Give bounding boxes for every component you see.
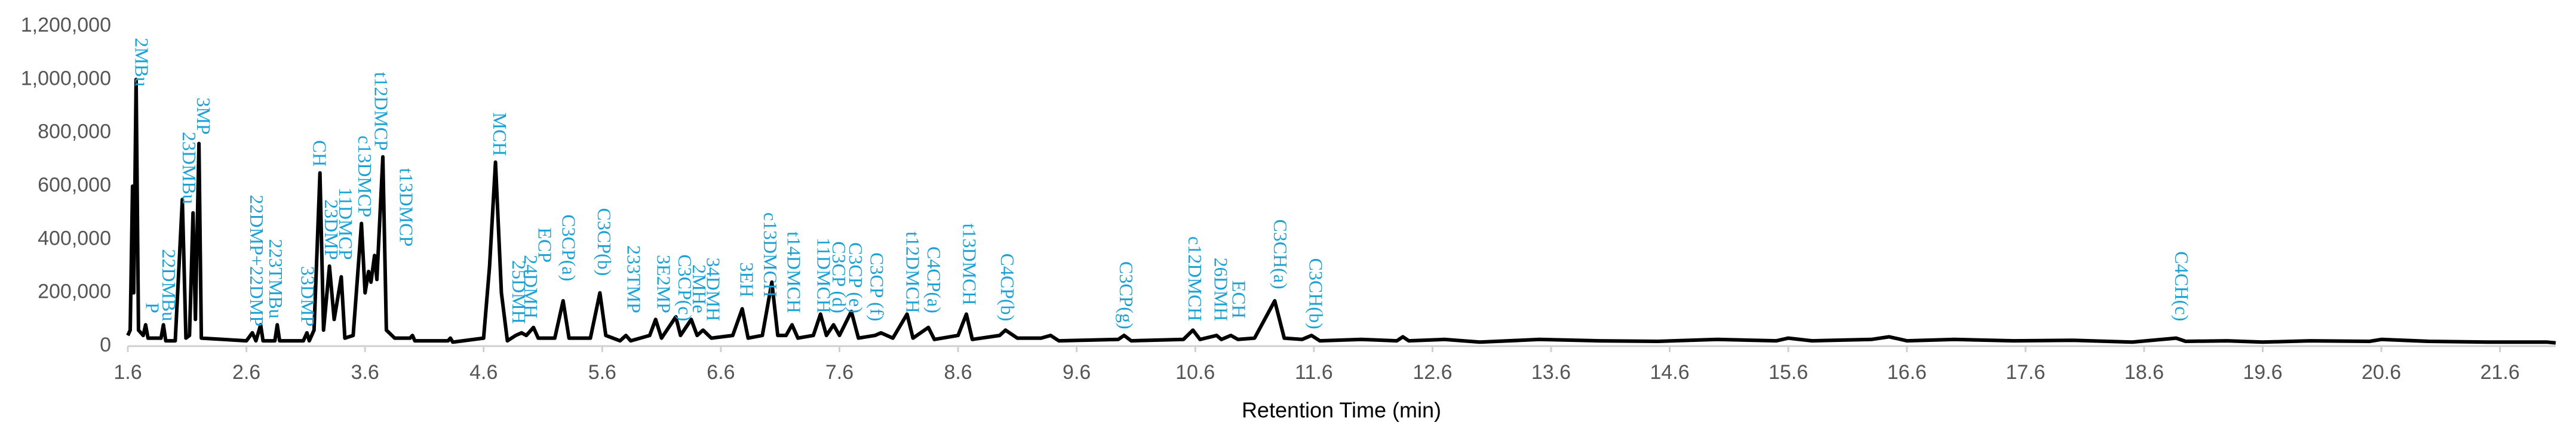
y-tick-label: 400,000 [38, 227, 111, 249]
trace-line [126, 78, 2556, 345]
peak-label: CH [309, 140, 330, 166]
peak-label: MCH [489, 112, 511, 156]
peak-label: 25DMH [508, 260, 530, 324]
peak-label: c12DMCH [1184, 236, 1206, 321]
x-tick-label: 14.6 [1650, 361, 1689, 384]
x-tick-label: 9.6 [1063, 361, 1091, 384]
peak-label: C3CH(a) [1270, 219, 1291, 289]
x-tick-label: 21.6 [2480, 361, 2520, 384]
peak-label: C4CH(c) [2171, 251, 2193, 321]
x-tick-label: 8.6 [944, 361, 972, 384]
peak-label: C4CP(b) [997, 253, 1018, 321]
peak-label: C3CP (e) [845, 242, 867, 313]
peak-label: t12DMCP [371, 72, 392, 151]
peak-label: P [142, 303, 163, 313]
peak-label: C3CH(b) [1305, 258, 1327, 329]
x-tick-label: 3.6 [351, 361, 379, 384]
peak-label: 22DMP+22DMP [246, 195, 268, 326]
x-tick-label: 12.6 [1413, 361, 1452, 384]
peak-label: t13DMCP [395, 168, 417, 247]
peak-label: C3CP(a) [558, 214, 579, 281]
x-tick-label: 13.6 [1531, 361, 1571, 384]
y-tick-label: 800,000 [38, 121, 111, 143]
peak-label: t13DMCH [959, 224, 981, 306]
x-tick-label: 18.6 [2124, 361, 2164, 384]
x-tick-label: 10.6 [1175, 361, 1215, 384]
peak-label: 34DMH [703, 258, 724, 322]
peak-label: c13DMCH [760, 212, 781, 297]
peak-label: t12DMCH [902, 232, 923, 313]
y-tick-label: 1,000,000 [21, 67, 111, 90]
x-tick-label: 6.6 [707, 361, 735, 384]
peak-label: 22DMBu [158, 249, 180, 321]
y-tick-label: 0 [100, 334, 111, 356]
peak-label: C3CP (d) [828, 241, 850, 313]
peak-label: 2MHe [689, 264, 710, 313]
peak-label: C3CP(g) [1116, 261, 1137, 329]
peak-label: 3MP [193, 97, 214, 134]
peak-label: 233TMP [624, 245, 645, 313]
peak-label: 23DMP [321, 199, 342, 260]
x-tick-label: 4.6 [469, 361, 498, 384]
peak-label: t14DMCH [784, 232, 805, 313]
x-axis-label: Retention Time (min) [1242, 398, 1441, 423]
peak-label: 24DMH [520, 255, 542, 319]
x-tick-label: 20.6 [2362, 361, 2401, 384]
x-tick-label: 16.6 [1887, 361, 1927, 384]
peak-label: 26DMH [1211, 258, 1232, 322]
peak-label: 3EH [736, 262, 757, 297]
peak-label: 11DMCP [335, 187, 357, 260]
peak-label: 11DMCH [813, 238, 834, 313]
y-tick-label: 200,000 [38, 280, 111, 303]
peak-label: 23DMBu [179, 132, 200, 204]
x-tick-label: 19.6 [2243, 361, 2282, 384]
x-tick-label: 1.6 [113, 361, 142, 384]
peak-label: C4CP(a) [923, 246, 945, 313]
x-tick-label: 5.6 [588, 361, 616, 384]
peak-label: C3CP(b) [594, 208, 615, 276]
peak-label: C3CP(c) [674, 254, 696, 321]
peak-label: ECH [1228, 280, 1249, 319]
y-tick-label: 600,000 [38, 174, 111, 196]
x-tick-label: 15.6 [1768, 361, 1808, 384]
peak-label: ECP [535, 227, 556, 263]
peak-label: 223TMBu [265, 239, 287, 318]
x-tick-label: 17.6 [2006, 361, 2045, 384]
x-tick-label: 2.6 [232, 361, 260, 384]
peak-label: c13DMCP [354, 135, 376, 217]
peak-label: 33DMP [297, 266, 319, 326]
peak-label: 2MBu [131, 38, 153, 87]
x-tick-label: 7.6 [825, 361, 853, 384]
y-tick-label: 1,200,000 [21, 14, 111, 36]
peak-label: C3CP (f) [867, 252, 888, 321]
peak-label: 3E2MP [653, 255, 674, 313]
x-tick-label: 11.6 [1295, 361, 1333, 384]
